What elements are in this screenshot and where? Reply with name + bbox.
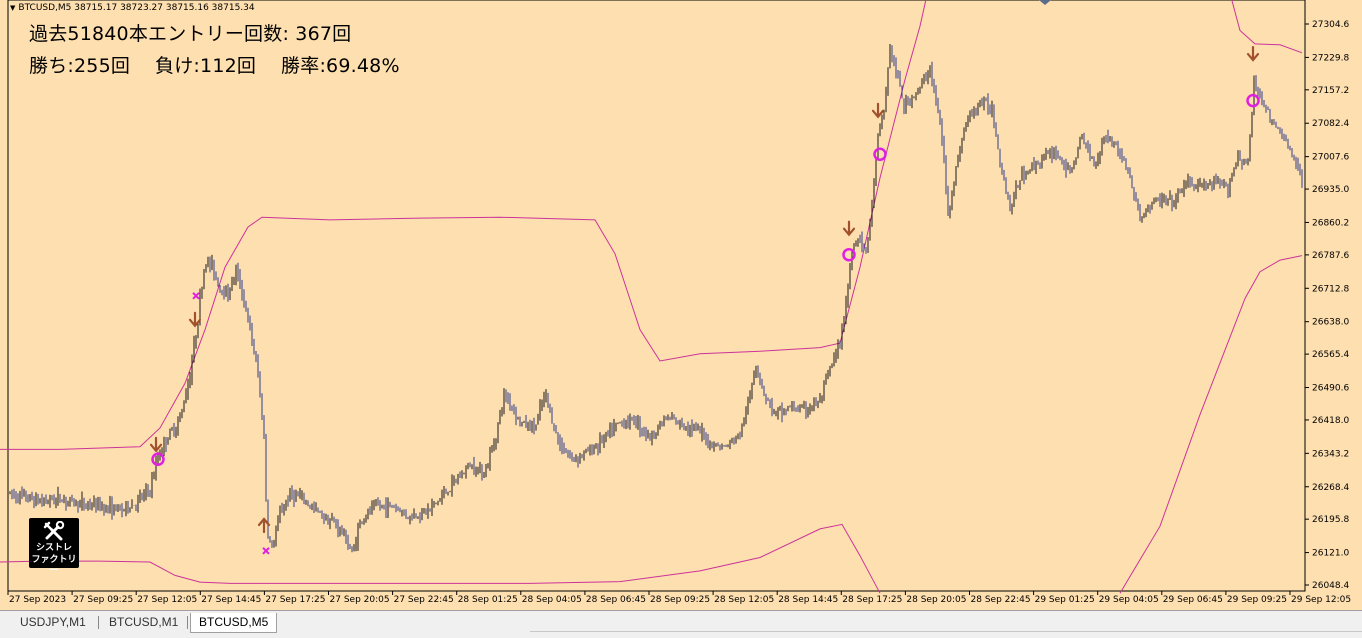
dropdown-triangle-icon[interactable]: ▼ <box>10 4 16 12</box>
price-tick-label: 26490.6 <box>1312 384 1349 394</box>
time-tick-label: 27 Sep 12:05 <box>137 595 197 605</box>
win-loss-label: 勝ち:255回 負け:112回 勝率:69.48% <box>29 55 400 77</box>
time-tick-label: 27 Sep 09:25 <box>73 595 133 605</box>
time-tick-label: 28 Sep 17:25 <box>842 595 902 605</box>
symbol-header: ▼ BTCUSD,M5 38715.17 38723.27 38715.16 38… <box>10 3 255 13</box>
tab-btcusd-m5[interactable]: BTCUSD,M5 <box>190 613 278 633</box>
time-tick-label: 27 Sep 2023 <box>9 595 66 605</box>
band-line-lower2 <box>1119 255 1303 594</box>
price-tick-label: 26195.8 <box>1312 515 1349 525</box>
sell-arrow-marker <box>149 436 163 453</box>
time-tick-label: 29 Sep 12:05 <box>1291 595 1351 605</box>
time-tick-label: 28 Sep 06:45 <box>586 595 646 605</box>
entry-circle-marker <box>842 247 856 262</box>
price-tick-label: 27007.6 <box>1312 153 1349 163</box>
tab-usdjpy-m1[interactable]: USDJPY,M1 <box>20 615 86 629</box>
plot-border <box>7 0 1306 592</box>
time-tick-label: 27 Sep 17:25 <box>265 595 325 605</box>
price-chart[interactable]: 26048.4 26121.0 26195.8 26268.4 26343.2 26418… <box>0 0 1362 610</box>
chart-tab-bar: USDJPY,M1 BTCUSD,M1 BTCUSD,M5 <box>0 610 1362 638</box>
entry-circle-marker <box>873 147 887 161</box>
sell-arrow-marker <box>188 311 202 328</box>
sell-arrow-marker <box>842 220 856 237</box>
chart-window[interactable]: 26048.4 26121.0 26195.8 26268.4 26343.2 26418… <box>0 0 1362 610</box>
entry-circle-marker <box>151 452 165 466</box>
time-tick-label: 28 Sep 22:45 <box>971 595 1031 605</box>
price-tick-label: 26860.2 <box>1312 218 1349 228</box>
price-tick-label: 27082.4 <box>1312 119 1349 129</box>
exit-cross-marker <box>192 292 200 300</box>
logo-line2: ファクトリー <box>31 555 77 576</box>
price-tick-label: 26343.2 <box>1312 449 1349 459</box>
tools-icon <box>43 521 65 541</box>
time-tick-label: 28 Sep 09:25 <box>650 595 710 605</box>
sell-arrow-marker <box>1246 45 1260 62</box>
price-tick-label: 26638.0 <box>1312 318 1349 328</box>
time-tick-label: 29 Sep 09:25 <box>1227 595 1287 605</box>
time-tick-label: 29 Sep 06:45 <box>1163 595 1223 605</box>
time-tick-label: 27 Sep 20:05 <box>330 595 390 605</box>
tab-separator <box>187 616 188 629</box>
price-tick-label: 26048.4 <box>1312 581 1349 591</box>
price-tick-label: 27157.2 <box>1312 86 1349 96</box>
band-line-lower <box>0 523 881 594</box>
symbol-line: BTCUSD,M5 38715.17 38723.27 38715.16 387… <box>18 3 255 13</box>
horizontal-scrollbar[interactable] <box>530 631 1362 638</box>
sell-arrow-marker <box>871 102 885 119</box>
price-tick-label: 26418.0 <box>1312 416 1349 426</box>
price-tick-label: 26565.4 <box>1312 350 1349 360</box>
time-tick-label: 28 Sep 04:05 <box>522 595 582 605</box>
price-tick-label: 26935.0 <box>1312 185 1349 195</box>
time-tick-label: 29 Sep 04:05 <box>1099 595 1159 605</box>
band-line-upper <box>0 0 927 450</box>
entry-circle-marker <box>1246 93 1260 108</box>
price-tick-label: 27304.6 <box>1312 20 1349 30</box>
time-tick-label: 29 Sep 01:25 <box>1035 595 1095 605</box>
price-tick-label: 26787.6 <box>1312 251 1349 261</box>
price-tick-label: 26268.4 <box>1312 483 1349 493</box>
logo-line1: シストレ <box>35 543 72 553</box>
tab-btcusd-m1[interactable]: BTCUSD,M1 <box>109 615 179 629</box>
time-tick-label: 28 Sep 14:45 <box>778 595 838 605</box>
buy-arrow-marker <box>257 517 271 534</box>
systore-factory-logo: シストレ ファクトリー <box>29 518 79 576</box>
band-line-upper2 <box>1231 0 1303 54</box>
time-tick-label: 27 Sep 14:45 <box>201 595 261 605</box>
time-tick-label: 28 Sep 20:05 <box>906 595 966 605</box>
time-tick-label: 28 Sep 01:25 <box>458 595 518 605</box>
tab-separator <box>98 616 99 629</box>
exit-cross-marker <box>262 547 270 555</box>
time-tick-label: 27 Sep 22:45 <box>394 595 454 605</box>
price-tick-label: 26121.0 <box>1312 549 1349 559</box>
price-tick-label: 26712.8 <box>1312 284 1349 294</box>
chart-shift-marker <box>1039 0 1051 5</box>
time-tick-label: 28 Sep 12:05 <box>714 595 774 605</box>
price-tick-label: 27229.8 <box>1312 53 1349 63</box>
entry-count-label: 過去51840本エントリー回数: 367回 <box>29 23 352 45</box>
